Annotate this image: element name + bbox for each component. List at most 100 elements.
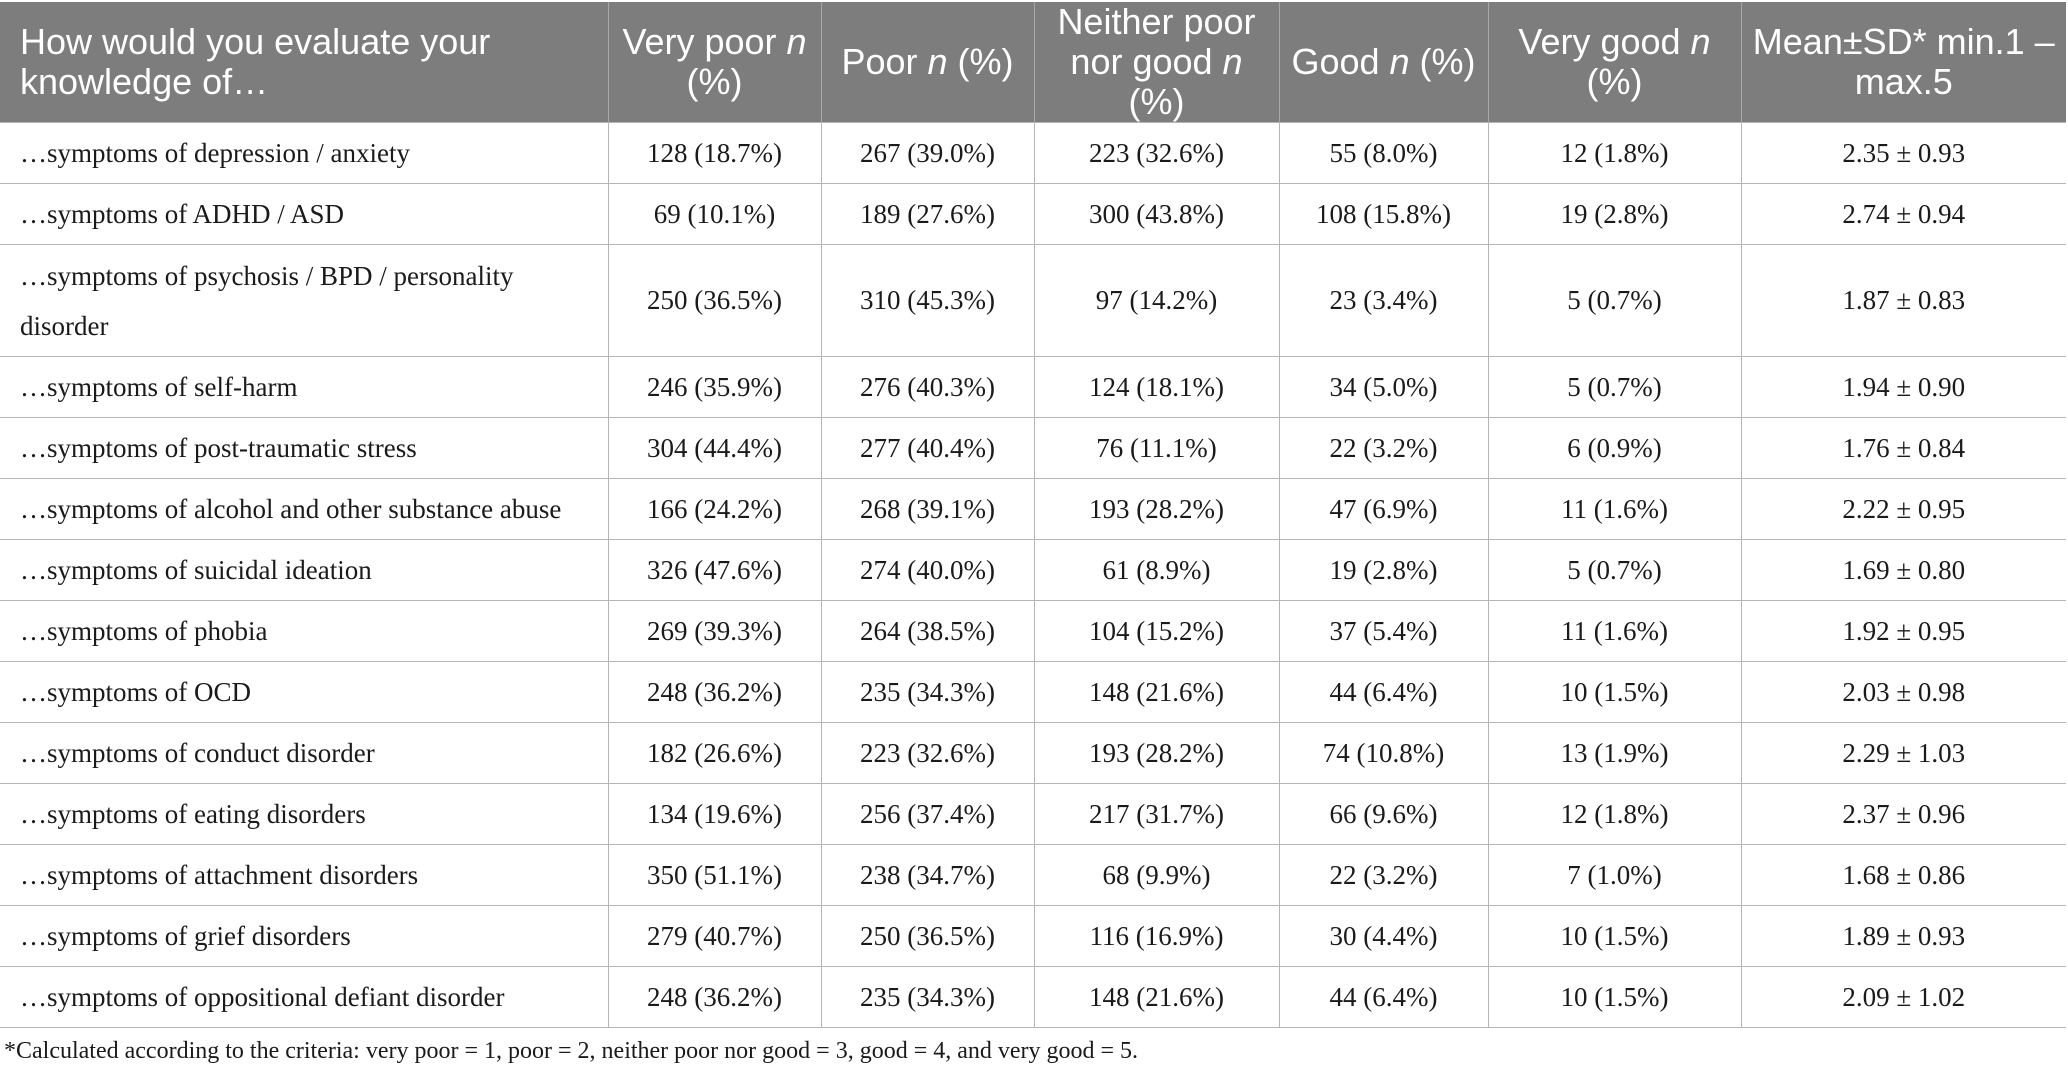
table-cell: 66 (9.6%) (1278, 783, 1489, 845)
table-cell: 250 (36.5%) (820, 905, 1035, 967)
table-cell: 182 (26.6%) (607, 722, 822, 784)
table-cell: 248 (36.2%) (607, 966, 822, 1028)
table-cell: 217 (31.7%) (1033, 783, 1280, 845)
table-row: …symptoms of grief disorders 279 (40.7%) 2… (0, 905, 2066, 967)
table-cell: 235 (34.3%) (820, 661, 1035, 723)
table-cell: 6 (0.9%) (1487, 417, 1742, 479)
column-header-text: (%) (1409, 41, 1476, 82)
table-cell: 189 (27.6%) (820, 183, 1035, 245)
column-header-text: Mean±SD* min.1 – max.5 (1752, 21, 2055, 102)
table-cell: 2.22 ± 0.95 (1740, 478, 2066, 540)
table-cell: 124 (18.1%) (1033, 356, 1280, 418)
row-label-cell: …symptoms of grief disorders (0, 905, 609, 967)
column-header-text: n (786, 21, 807, 62)
table-cell: 277 (40.4%) (820, 417, 1035, 479)
table-row: …symptoms of depression / anxiety 128 (18… (0, 122, 2066, 184)
table-cell: 19 (2.8%) (1278, 539, 1489, 601)
table-cell: 310 (45.3%) (820, 244, 1035, 357)
table-cell: 128 (18.7%) (607, 122, 822, 184)
column-header-text: (%) (1128, 81, 1185, 122)
column-header-text: n (1690, 21, 1711, 62)
table-cell: 44 (6.4%) (1278, 966, 1489, 1028)
column-header-text: Good (1291, 41, 1390, 82)
table-cell: 350 (51.1%) (607, 844, 822, 906)
column-header-1: Very poor n (%) (608, 2, 822, 123)
table-cell: 5 (0.7%) (1487, 244, 1742, 357)
column-header-text: Poor (841, 41, 928, 82)
row-label-cell: …symptoms of alcohol and other substance… (0, 478, 609, 540)
table-cell: 2.03 ± 0.98 (1740, 661, 2066, 723)
table-cell: 44 (6.4%) (1278, 661, 1489, 723)
row-label-cell: …symptoms of OCD (0, 661, 609, 723)
table-cell: 2.37 ± 0.96 (1740, 783, 2066, 845)
table-row: …symptoms of conduct disorder 182 (26.6%)… (0, 722, 2066, 784)
table-cell: 116 (16.9%) (1033, 905, 1280, 967)
table-cell: 279 (40.7%) (607, 905, 822, 967)
table-cell: 76 (11.1%) (1033, 417, 1280, 479)
table-row: …symptoms of alcohol and other substance… (0, 478, 2066, 540)
table-cell: 13 (1.9%) (1487, 722, 1742, 784)
column-header-text: Very poor (622, 21, 787, 62)
table-row: …symptoms of attachment disorders 350 (51… (0, 844, 2066, 906)
table-cell: 22 (3.2%) (1278, 417, 1489, 479)
table-cell: 166 (24.2%) (607, 478, 822, 540)
table-cell: 1.68 ± 0.86 (1740, 844, 2066, 906)
table-cell: 68 (9.9%) (1033, 844, 1280, 906)
table-cell: 7 (1.0%) (1487, 844, 1742, 906)
table-cell: 2.35 ± 0.93 (1740, 122, 2066, 184)
table-cell: 2.29 ± 1.03 (1740, 722, 2066, 784)
column-header-3: Neither poor nor good n (%) (1034, 1, 1280, 123)
table-cell: 11 (1.6%) (1487, 600, 1742, 662)
table-row: …symptoms of phobia 269 (39.3%) 264 (38.5%… (0, 600, 2066, 662)
table-cell: 47 (6.9%) (1278, 478, 1489, 540)
table-row: …symptoms of ADHD / ASD 69 (10.1%) 189 (27… (0, 183, 2066, 245)
table-row: …symptoms of suicidal ideation 326 (47.6%… (0, 539, 2066, 601)
table-cell: 267 (39.0%) (820, 122, 1035, 184)
column-header-4: Good n (%) (1279, 2, 1489, 123)
table-cell: 148 (21.6%) (1033, 661, 1280, 723)
data-table-container: How would you evaluate your knowledge of… (0, 2, 2066, 1028)
table-cell: 2.74 ± 0.94 (1740, 183, 2066, 245)
table-cell: 34 (5.0%) (1278, 356, 1489, 418)
table-cell: 108 (15.8%) (1278, 183, 1489, 245)
column-header-text: n (1389, 41, 1410, 82)
table-row: …symptoms of OCD 248 (36.2%) 235 (34.3%) 14… (0, 661, 2066, 723)
row-label-cell: …symptoms of oppositional defiant disord… (0, 966, 609, 1028)
table-cell: 235 (34.3%) (820, 966, 1035, 1028)
row-label-cell: …symptoms of eating disorders (0, 783, 609, 845)
table-cell: 1.94 ± 0.90 (1740, 356, 2066, 418)
table-cell: 61 (8.9%) (1033, 539, 1280, 601)
column-header-text: (%) (947, 41, 1014, 82)
table-cell: 5 (0.7%) (1487, 539, 1742, 601)
table-cell: 264 (38.5%) (820, 600, 1035, 662)
knowledge-table: How would you evaluate your knowledge of… (0, 2, 2066, 1028)
table-cell: 223 (32.6%) (820, 722, 1035, 784)
column-header-text: (%) (686, 61, 743, 102)
column-header-text: Neither poor nor good (1057, 1, 1256, 82)
table-cell: 97 (14.2%) (1033, 244, 1280, 357)
table-cell: 256 (37.4%) (820, 783, 1035, 845)
table-cell: 22 (3.2%) (1278, 844, 1489, 906)
column-header-6: Mean±SD* min.1 – max.5 (1741, 2, 2066, 123)
table-cell: 300 (43.8%) (1033, 183, 1280, 245)
table-cell: 1.92 ± 0.95 (1740, 600, 2066, 662)
table-body: …symptoms of depression / anxiety 128 (18… (0, 122, 2066, 1028)
table-cell: 238 (34.7%) (820, 844, 1035, 906)
table-cell: 246 (35.9%) (607, 356, 822, 418)
table-cell: 268 (39.1%) (820, 478, 1035, 540)
table-row: …symptoms of self-harm 246 (35.9%) 276 (40… (0, 356, 2066, 418)
column-header-0: How would you evaluate your knowledge of… (0, 2, 609, 123)
table-cell: 19 (2.8%) (1487, 183, 1742, 245)
row-label-cell: …symptoms of depression / anxiety (0, 122, 609, 184)
table-footnote: *Calculated according to the criteria: v… (4, 1038, 1139, 1064)
table-cell: 269 (39.3%) (607, 600, 822, 662)
table-cell: 193 (28.2%) (1033, 478, 1280, 540)
row-label-cell: …symptoms of suicidal ideation (0, 539, 609, 601)
table-cell: 30 (4.4%) (1278, 905, 1489, 967)
table-cell: 276 (40.3%) (820, 356, 1035, 418)
table-cell: 1.87 ± 0.83 (1740, 244, 2066, 357)
table-row: …symptoms of eating disorders 134 (19.6%)… (0, 783, 2066, 845)
table-cell: 74 (10.8%) (1278, 722, 1489, 784)
table-cell: 2.09 ± 1.02 (1740, 966, 2066, 1028)
column-header-text: n (927, 41, 948, 82)
